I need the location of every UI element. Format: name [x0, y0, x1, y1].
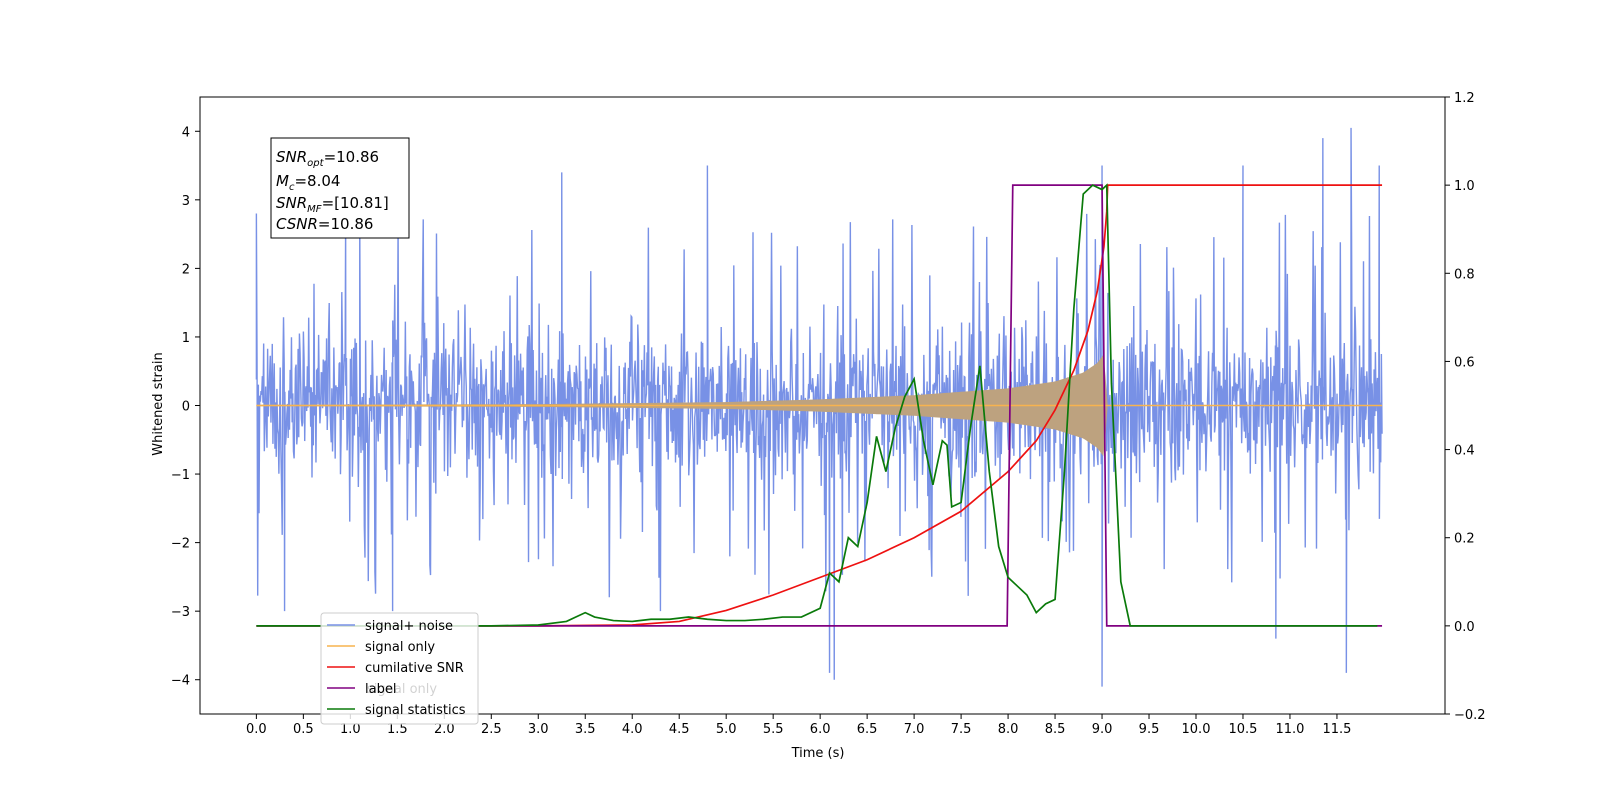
- legend-item: signal only label: [327, 682, 437, 697]
- annotation-line: Mc=8.04: [276, 172, 340, 193]
- x-tick-label: 1.0: [340, 722, 361, 737]
- x-tick-label: 9.5: [1139, 722, 1160, 737]
- y-tick-label-right: 0.6: [1454, 355, 1475, 370]
- legend-item: signal+ noise: [327, 619, 453, 634]
- x-tick-label: 11.0: [1275, 722, 1304, 737]
- y-tick-label-right: 0.2: [1454, 532, 1475, 547]
- annotation-line: CSNR=10.86: [276, 215, 373, 233]
- axes: 0.0 0.5 1.0 1.5 2.0 2.5 3.0 3.5 4.0 4.5 5.0 5.5 6.0 6…: [171, 91, 1486, 737]
- svg-text:label: label: [365, 682, 396, 697]
- legend-item: signal statistics: [327, 703, 466, 718]
- y-tick-label-right: 0.8: [1454, 267, 1475, 282]
- x-tick-label: 0.0: [246, 722, 267, 737]
- x-tick-label: 7.0: [904, 722, 925, 737]
- x-tick-label: 9.0: [1092, 722, 1113, 737]
- x-tick-label: 10.0: [1182, 722, 1211, 737]
- y-tick-label-right: −0.2: [1454, 708, 1486, 723]
- legend-ghost-text: signal only: [367, 682, 437, 697]
- plot-area: [255, 127, 1383, 687]
- y-tick-label-left: 3: [182, 194, 190, 209]
- y-tick-label-left: 2: [182, 262, 190, 277]
- x-tick-label: 4.5: [669, 722, 690, 737]
- y-tick-label-left: −4: [171, 674, 190, 689]
- svg-text:signal statistics: signal statistics: [365, 703, 466, 718]
- legend: signal+ noise signal only cumilative SNR…: [320, 612, 479, 725]
- y-tick-label-right: 1.2: [1454, 91, 1475, 106]
- x-tick-label: 5.5: [763, 722, 784, 737]
- y-tick-label-left: −1: [171, 468, 190, 483]
- x-tick-label: 2.5: [481, 722, 502, 737]
- y-tick-label-right: 0.4: [1454, 444, 1475, 459]
- x-tick-label: 0.5: [293, 722, 314, 737]
- svg-text:cumilative SNR: cumilative SNR: [365, 661, 464, 676]
- annotation-box: SNRopt=10.86 Mc=8.04 SNRMF=[10.81] CSNR=…: [270, 137, 410, 239]
- y-tick-label-right: 1.0: [1454, 179, 1475, 194]
- legend-item: cumilative SNR: [327, 661, 464, 676]
- x-tick-label: 8.0: [998, 722, 1019, 737]
- y-tick-label-left: 4: [182, 125, 190, 140]
- svg-text:signal only: signal only: [365, 640, 435, 655]
- y-tick-label-left: −2: [171, 537, 190, 552]
- x-tick-label: 2.0: [434, 722, 455, 737]
- y-tick-label-left: −3: [171, 605, 190, 620]
- x-tick-label: 7.5: [951, 722, 972, 737]
- x-tick-label: 5.0: [716, 722, 737, 737]
- series-signal-statistics: [256, 183, 1378, 627]
- annotation-line: SNRopt=10.86: [276, 148, 379, 169]
- annotation-line: SNRMF=[10.81]: [276, 194, 389, 215]
- y-axis-label-left: Whitened strain: [151, 352, 166, 455]
- y-tick-label-left: 0: [182, 400, 190, 415]
- x-tick-label: 3.5: [575, 722, 596, 737]
- x-tick-label: 6.0: [810, 722, 831, 737]
- y-tick-label-left: 1: [182, 331, 190, 346]
- x-tick-label: 1.5: [387, 722, 408, 737]
- y-tick-label-right: 0.0: [1454, 620, 1475, 635]
- x-tick-label: 4.0: [622, 722, 643, 737]
- svg-text:signal+ noise: signal+ noise: [365, 619, 453, 634]
- x-axis-label: Time (s): [791, 746, 845, 761]
- x-tick-label: 6.5: [857, 722, 878, 737]
- x-tick-label: 3.0: [528, 722, 549, 737]
- x-tick-label: 11.5: [1322, 722, 1351, 737]
- legend-item: signal only: [327, 640, 435, 655]
- x-tick-label: 10.5: [1229, 722, 1258, 737]
- x-tick-label: 8.5: [1045, 722, 1066, 737]
